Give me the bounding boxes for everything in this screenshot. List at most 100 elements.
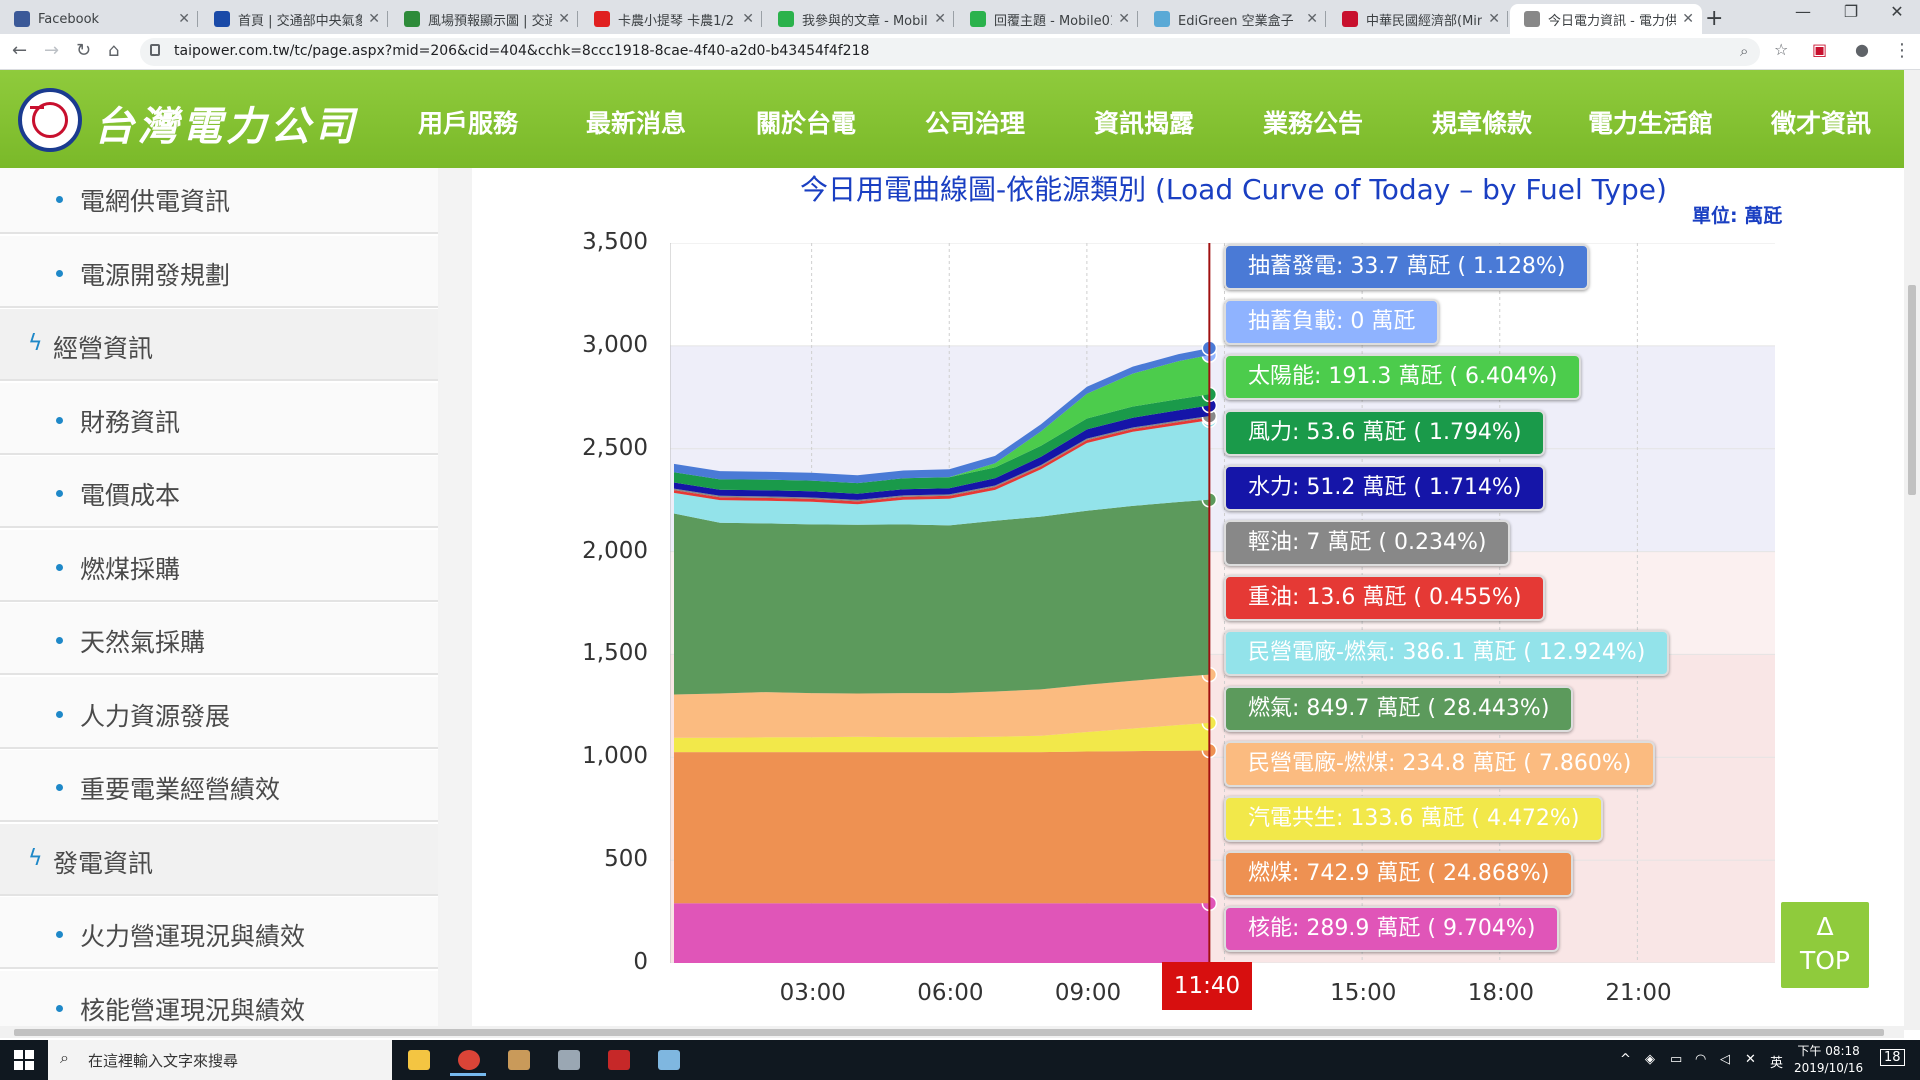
taipower-logo-icon[interactable] [18,88,82,152]
sidebar-item[interactable]: 燃煤採購 [0,529,438,602]
sidebar-item[interactable]: 電源開發規劃 [0,235,438,308]
browser-tab[interactable]: 風場預報顯示圖 | 交通部 ✕ [390,4,578,34]
browser-tab[interactable]: EdiGreen 空業盒子 ✕ [1140,4,1326,34]
notification-icon[interactable]: 18 [1880,1049,1905,1066]
area-series-3[interactable] [674,674,1210,738]
browser-tab[interactable]: 我參與的文章 - Mobile ✕ [764,4,954,34]
browser-tab[interactable]: 今日電力資訊 - 電力供 ✕ [1510,4,1702,34]
back-icon[interactable]: ← [12,40,28,61]
snipping-tool-icon[interactable] [548,1044,588,1076]
browser-tab[interactable]: 卡農小提琴 卡農1/2 ✕ [580,4,762,34]
reload-icon[interactable]: ↻ [76,40,92,61]
tooltip-entry: 汽電共生: 133.6 萬瓩 ( 4.472%) [1224,796,1604,842]
area-series-1[interactable] [674,750,1210,904]
tab-close-icon[interactable]: ✕ [1488,11,1500,27]
x-tick-label: 06:00 [917,980,984,1006]
sidebar-item[interactable]: 財務資訊 [0,382,438,455]
tray-shield-icon[interactable]: ◈ [1645,1052,1655,1067]
tab-title: 中華民國經濟部(Minist [1366,13,1483,29]
tray-volume-icon[interactable]: ◁ [1720,1052,1730,1067]
minimize-icon[interactable]: — [1795,2,1811,21]
taskbar-search-box[interactable]: ⌕ 在這裡輸入文字來搜尋 [48,1040,392,1080]
tray-chevron-icon[interactable]: ^ [1620,1052,1631,1067]
nav-item[interactable]: 資訊揭露 [1094,109,1195,138]
tab-close-icon[interactable]: ✕ [368,11,380,27]
nav-item[interactable]: 電力生活館 [1588,109,1714,138]
tab-close-icon[interactable]: ✕ [1306,11,1318,27]
tab-close-icon[interactable]: ✕ [934,11,946,27]
bullet-icon [56,710,63,718]
sidebar-category[interactable]: ϟ 經營資訊 [0,309,438,381]
area-series-5[interactable] [674,420,1210,526]
close-icon[interactable]: ✕ [1890,2,1904,21]
nav-item[interactable]: 關於台電 [756,109,857,138]
url-input[interactable]: taipower.com.tw/tc/page.aspx?mid=206&cid… [140,38,1760,66]
extension-icon[interactable]: ▣ [1812,40,1828,59]
sidebar-item[interactable]: 電價成本 [0,456,438,528]
horizontal-scrollbar[interactable] [0,1026,1904,1038]
notepad-icon[interactable] [648,1044,688,1076]
sketch-app-icon[interactable] [598,1044,638,1076]
paint-app-icon[interactable] [498,1044,538,1076]
tab-close-icon[interactable]: ✕ [558,11,570,27]
taskbar-clock[interactable]: 下午 08:18 2019/10/16 [1794,1043,1863,1077]
vertical-scrollbar[interactable] [1904,70,1920,1030]
chrome-icon[interactable] [448,1044,488,1076]
windows-start-icon[interactable] [14,1050,34,1070]
nav-item[interactable]: 徵才資訊 [1771,109,1872,138]
load-curve-chart[interactable] [670,243,1775,963]
taskbar-search-placeholder: 在這裡輸入文字來搜尋 [88,1052,239,1070]
sidebar-item[interactable]: 天然氣採購 [0,603,438,675]
sidebar-item[interactable]: 電網供電資訊 [0,168,438,234]
tooltip-entry: 風力: 53.6 萬瓩 ( 1.794%) [1224,409,1546,456]
zoom-icon[interactable]: ⌕ [1740,42,1749,60]
sidebar-item[interactable]: 核能營運現況與績效 [0,970,438,1030]
area-series-7[interactable] [674,416,1210,502]
area-series-4[interactable] [674,499,1210,695]
browser-tab[interactable]: 首頁 | 交通部中央氣象局 ✕ [200,4,388,34]
tray-wifi-icon[interactable]: ◠ [1695,1052,1707,1067]
tooltip-entry: 燃氣: 849.7 萬瓩 ( 28.443%) [1224,685,1574,732]
profile-icon[interactable]: ● [1855,40,1869,59]
menu-icon[interactable]: ⋮ [1893,40,1911,61]
tray-input-icon[interactable]: 英 [1770,1056,1784,1071]
nav-item[interactable]: 規章條款 [1432,109,1533,138]
browser-tab[interactable]: Facebook ✕ [0,4,198,34]
bookmark-star-icon[interactable]: ☆ [1774,40,1789,59]
sidebar-item[interactable]: 人力資源發展 [0,676,438,749]
sidebar-item-label: 電網供電資訊 [80,187,231,216]
restore-icon[interactable]: ❐ [1843,2,1859,21]
home-icon[interactable]: ⌂ [108,40,120,61]
tray-ime-icon[interactable]: ✕ [1745,1052,1756,1067]
sidebar-item[interactable]: 重要電業經營績效 [0,750,438,822]
area-series-0[interactable] [674,903,1210,963]
area-series-10[interactable] [674,355,1210,484]
browser-tab[interactable]: 中華民國經濟部(Minist ✕ [1328,4,1508,34]
nav-item[interactable]: 公司治理 [925,109,1026,138]
area-series-2[interactable] [674,722,1210,753]
tab-close-icon[interactable]: ✕ [178,11,190,27]
new-tab-button[interactable]: + [1705,6,1724,31]
tab-close-icon[interactable]: ✕ [1118,11,1130,27]
clock-time: 下午 08:18 [1797,1044,1860,1058]
nav-item[interactable]: 用戶服務 [418,109,519,138]
tab-close-icon[interactable]: ✕ [742,11,754,27]
back-to-top-button[interactable]: Δ TOP [1781,902,1869,988]
tab-close-icon[interactable]: ✕ [1682,11,1694,27]
area-series-12[interactable] [674,348,1210,484]
file-explorer-icon[interactable] [398,1044,438,1076]
sidebar-item[interactable]: 火力營運現況與績效 [0,897,438,969]
sidebar-category[interactable]: ϟ 發電資訊 [0,823,438,896]
chart-title: 今日用電曲線圖-依能源類別 (Load Curve of Today – by … [800,173,1667,206]
tab-title: 今日電力資訊 - 電力供 [1548,13,1677,29]
nav-item[interactable]: 最新消息 [586,109,687,138]
tab-favicon-icon [14,11,30,27]
site-logo-text[interactable]: 台灣電力公司 [94,103,358,150]
browser-tab[interactable]: 回覆主題 - Mobile01 ✕ [956,4,1138,34]
tray-battery-icon[interactable]: ▭ [1670,1052,1683,1067]
area-series-6[interactable] [674,417,1210,505]
nav-item[interactable]: 業務公告 [1263,109,1364,138]
area-series-9[interactable] [674,394,1210,494]
forward-icon[interactable]: → [44,40,60,61]
area-series-8[interactable] [674,405,1210,500]
